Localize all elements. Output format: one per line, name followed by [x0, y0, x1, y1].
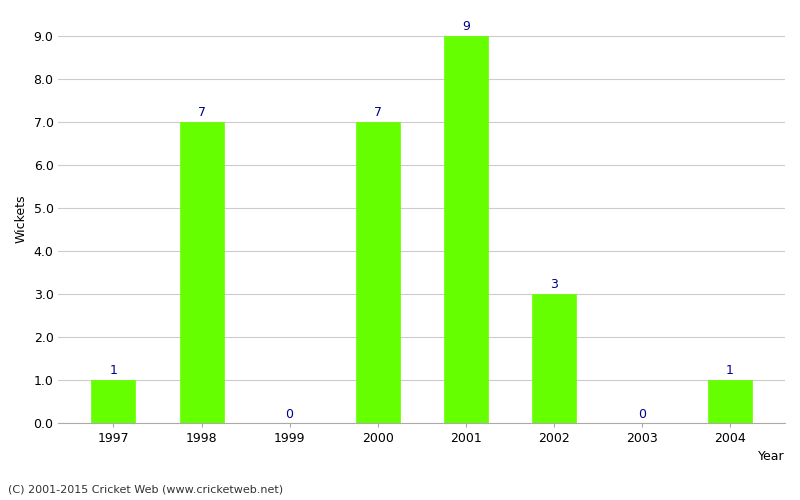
- Text: 3: 3: [550, 278, 558, 290]
- Text: 7: 7: [374, 106, 382, 119]
- Text: 1: 1: [110, 364, 118, 376]
- Text: 0: 0: [286, 408, 294, 421]
- Bar: [444, 36, 488, 423]
- Text: 7: 7: [198, 106, 206, 119]
- Bar: [356, 122, 400, 423]
- Bar: [708, 380, 752, 423]
- Bar: [91, 380, 135, 423]
- Bar: [179, 122, 223, 423]
- Y-axis label: Wickets: Wickets: [15, 194, 28, 243]
- Text: 0: 0: [638, 408, 646, 421]
- Text: Year: Year: [758, 450, 785, 464]
- Text: 9: 9: [462, 20, 470, 33]
- Text: 1: 1: [726, 364, 734, 376]
- Bar: [532, 294, 576, 423]
- Text: (C) 2001-2015 Cricket Web (www.cricketweb.net): (C) 2001-2015 Cricket Web (www.cricketwe…: [8, 485, 283, 495]
